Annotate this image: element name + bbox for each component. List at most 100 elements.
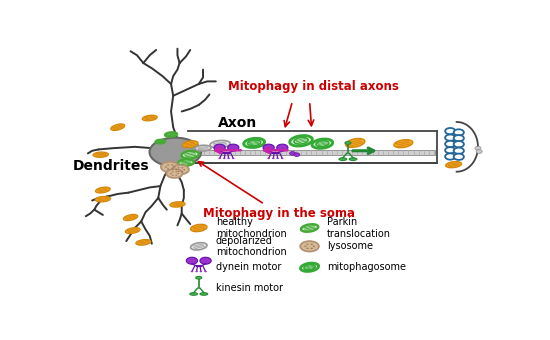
Circle shape <box>204 271 207 272</box>
Circle shape <box>167 168 169 170</box>
Circle shape <box>454 135 464 141</box>
Ellipse shape <box>190 293 197 295</box>
Circle shape <box>182 167 183 168</box>
Text: Mitophagy in the soma: Mitophagy in the soma <box>199 162 355 220</box>
Ellipse shape <box>190 243 207 250</box>
Text: Mitophagy in distal axons: Mitophagy in distal axons <box>228 80 399 93</box>
Circle shape <box>173 166 175 168</box>
Circle shape <box>186 257 197 264</box>
Circle shape <box>263 144 274 151</box>
Circle shape <box>172 175 174 176</box>
Text: Parkin
translocation: Parkin translocation <box>327 217 390 239</box>
Ellipse shape <box>172 165 189 174</box>
Ellipse shape <box>248 140 261 146</box>
Circle shape <box>277 144 288 151</box>
Circle shape <box>454 141 464 147</box>
Ellipse shape <box>300 263 318 271</box>
Ellipse shape <box>304 265 315 270</box>
Circle shape <box>232 157 234 159</box>
Circle shape <box>172 171 174 172</box>
Circle shape <box>445 147 455 153</box>
Ellipse shape <box>312 139 333 148</box>
Ellipse shape <box>165 132 177 137</box>
Ellipse shape <box>161 162 179 172</box>
Ellipse shape <box>93 152 108 157</box>
Circle shape <box>306 248 309 249</box>
Ellipse shape <box>339 158 346 160</box>
Ellipse shape <box>156 140 165 143</box>
Circle shape <box>267 157 270 159</box>
Circle shape <box>214 144 226 151</box>
Ellipse shape <box>182 151 199 158</box>
Ellipse shape <box>349 158 357 160</box>
Ellipse shape <box>196 276 202 279</box>
Circle shape <box>454 154 464 160</box>
Ellipse shape <box>210 140 230 148</box>
Circle shape <box>171 168 173 170</box>
Ellipse shape <box>301 224 318 232</box>
Text: kinesin motor: kinesin motor <box>216 283 283 293</box>
Circle shape <box>195 271 198 272</box>
Circle shape <box>454 129 464 136</box>
Ellipse shape <box>345 141 351 144</box>
Circle shape <box>281 157 284 159</box>
Circle shape <box>313 245 315 247</box>
Text: depolarized
mitochondrion: depolarized mitochondrion <box>216 236 287 257</box>
Ellipse shape <box>96 187 110 193</box>
Ellipse shape <box>150 138 201 167</box>
Circle shape <box>276 157 279 159</box>
Ellipse shape <box>142 115 157 121</box>
Circle shape <box>223 157 225 159</box>
Ellipse shape <box>394 140 413 148</box>
Circle shape <box>445 128 455 134</box>
Circle shape <box>183 169 185 170</box>
Ellipse shape <box>300 241 319 252</box>
Ellipse shape <box>111 124 125 131</box>
Text: mitophagosome: mitophagosome <box>327 262 406 272</box>
Circle shape <box>200 257 211 264</box>
Circle shape <box>200 271 202 272</box>
Ellipse shape <box>345 138 365 147</box>
Text: Dendrites: Dendrites <box>73 159 150 173</box>
Circle shape <box>165 166 167 168</box>
Circle shape <box>191 271 193 272</box>
Circle shape <box>182 171 183 172</box>
Circle shape <box>445 141 455 147</box>
Ellipse shape <box>178 159 194 166</box>
Circle shape <box>445 153 455 160</box>
Text: dynein motor: dynein motor <box>216 262 281 272</box>
Circle shape <box>454 148 464 154</box>
Circle shape <box>218 157 221 159</box>
Ellipse shape <box>244 138 265 148</box>
Ellipse shape <box>190 224 207 232</box>
Circle shape <box>304 245 306 247</box>
Ellipse shape <box>195 145 211 151</box>
Text: Axon: Axon <box>218 116 257 130</box>
Circle shape <box>227 157 230 159</box>
Circle shape <box>178 167 179 168</box>
Circle shape <box>170 173 172 174</box>
Circle shape <box>311 248 313 249</box>
Ellipse shape <box>95 197 111 202</box>
Bar <box>190 151 435 155</box>
Ellipse shape <box>136 240 151 245</box>
Circle shape <box>167 164 169 166</box>
Ellipse shape <box>183 141 198 148</box>
Ellipse shape <box>125 228 140 234</box>
Ellipse shape <box>123 215 138 221</box>
Ellipse shape <box>170 202 185 207</box>
Circle shape <box>306 243 309 245</box>
Circle shape <box>475 146 481 150</box>
Circle shape <box>178 171 179 172</box>
Text: lysosome: lysosome <box>327 241 373 251</box>
Circle shape <box>445 135 455 141</box>
Circle shape <box>294 153 300 156</box>
Text: healthy
mitochondrion: healthy mitochondrion <box>216 217 287 239</box>
Ellipse shape <box>316 141 329 147</box>
Circle shape <box>177 173 179 174</box>
Circle shape <box>228 144 239 151</box>
Ellipse shape <box>446 162 461 168</box>
Circle shape <box>272 157 274 159</box>
Circle shape <box>175 175 177 176</box>
Circle shape <box>311 243 313 245</box>
